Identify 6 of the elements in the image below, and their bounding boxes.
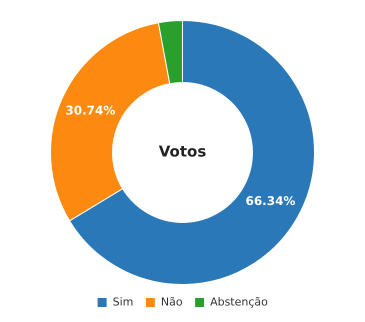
legend-label: Sim (112, 295, 134, 308)
legend-label: Não (160, 295, 183, 308)
text: Votos (158, 142, 206, 160)
legend-label: Abstenção (210, 295, 268, 308)
data-label: 66.34% (245, 194, 296, 208)
data-label: 30.74% (65, 103, 116, 118)
